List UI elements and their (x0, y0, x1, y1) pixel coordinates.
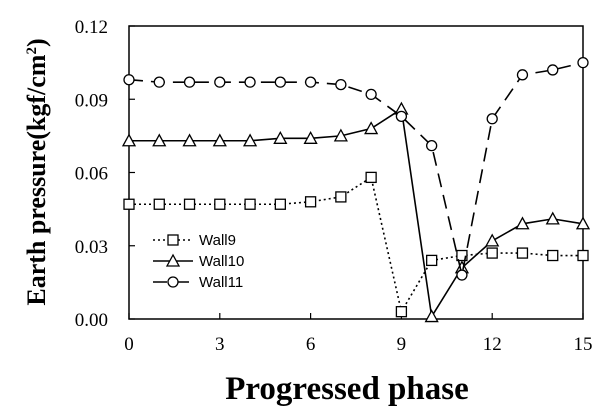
data-point-wall9 (335, 191, 347, 203)
y-axis-title-superscript: 2 (24, 47, 40, 55)
x-tick-label: 6 (306, 334, 316, 355)
x-tick-label: 3 (215, 334, 225, 355)
x-tick-label: 9 (397, 334, 407, 355)
y-axis: 0.00 0.03 0.06 0.09 0.12 (75, 17, 135, 331)
x-axis-title: Progressed phase (225, 371, 469, 407)
x-tick-label: 15 (574, 334, 593, 355)
data-point-wall10 (424, 309, 439, 323)
legend-label-wall11: Wall11 (199, 274, 243, 291)
data-point-wall9 (395, 306, 408, 318)
series-wall10 (121, 101, 591, 323)
y-axis-title: Earth pressure(kgf/cm2) (22, 38, 51, 305)
data-point-wall9 (123, 198, 135, 210)
y-axis-title-main: Earth pressure(kgf/cm (22, 54, 51, 305)
data-point-wall11 (335, 78, 347, 91)
legend-label-wall9: Wall9 (199, 232, 236, 249)
data-point-wall11 (486, 113, 498, 125)
data-point-wall10 (485, 233, 500, 247)
data-point-wall11 (547, 64, 559, 76)
data-point-wall9 (365, 171, 377, 184)
y-tick-label: 0.09 (75, 90, 108, 111)
data-point-wall10 (303, 130, 318, 144)
data-point-wall11 (516, 69, 529, 81)
series-line-wall11 (128, 61, 584, 276)
data-point-wall10 (242, 133, 258, 147)
data-point-wall11 (214, 76, 226, 88)
data-point-wall10 (333, 128, 348, 142)
data-point-wall11 (395, 110, 408, 122)
data-point-wall10 (364, 121, 379, 135)
data-point-wall10 (515, 216, 530, 230)
data-point-wall9 (547, 249, 559, 262)
data-point-wall10 (212, 133, 227, 147)
data-point-wall11 (304, 76, 317, 88)
data-point-wall11 (153, 76, 165, 88)
y-tick-label: 0.12 (75, 17, 108, 38)
x-axis: 0 3 6 9 12 15 (124, 313, 593, 355)
data-point-wall9 (153, 198, 165, 210)
data-point-wall11 (365, 88, 377, 101)
data-point-wall9 (486, 247, 498, 259)
data-point-wall10 (273, 130, 288, 144)
data-point-wall10 (575, 216, 591, 230)
data-point-wall10 (121, 133, 137, 147)
legend-marker-wall11 (167, 276, 179, 288)
data-point-wall9 (516, 247, 529, 259)
data-point-wall11 (123, 74, 135, 86)
data-point-wall9 (577, 249, 589, 262)
y-tick-label: 0.06 (75, 164, 108, 185)
series-wall11 (123, 56, 589, 281)
data-point-wall11 (577, 56, 589, 69)
y-tick-label: 0.03 (75, 237, 108, 258)
plot-area (128, 25, 584, 320)
x-tick-label: 12 (483, 334, 502, 355)
data-point-wall9 (183, 198, 196, 210)
series-layer (121, 56, 591, 323)
data-point-wall9 (274, 198, 286, 210)
legend-label-wall10: Wall10 (199, 253, 244, 270)
data-point-wall11 (244, 76, 256, 88)
data-point-wall9 (244, 198, 256, 210)
legend: Wall9 Wall10 Wall11 (153, 232, 244, 291)
data-point-wall10 (545, 211, 560, 225)
series-line-wall10 (129, 107, 584, 319)
data-point-wall10 (152, 133, 167, 147)
y-axis-title-close: ) (22, 38, 51, 47)
data-point-wall11 (183, 76, 196, 88)
data-point-wall11 (456, 269, 468, 281)
data-point-wall9 (304, 196, 317, 208)
data-point-wall9 (426, 254, 438, 267)
data-point-wall11 (426, 139, 438, 152)
y-tick-label: 0.00 (75, 310, 108, 331)
series-line-wall9 (129, 176, 583, 314)
legend-marker-wall10 (165, 253, 181, 267)
data-point-wall11 (274, 76, 286, 88)
data-point-wall10 (182, 133, 197, 147)
x-tick-label: 0 (124, 334, 134, 355)
data-point-wall9 (214, 198, 226, 210)
legend-marker-wall9 (167, 234, 179, 246)
series-wall9 (123, 171, 589, 318)
